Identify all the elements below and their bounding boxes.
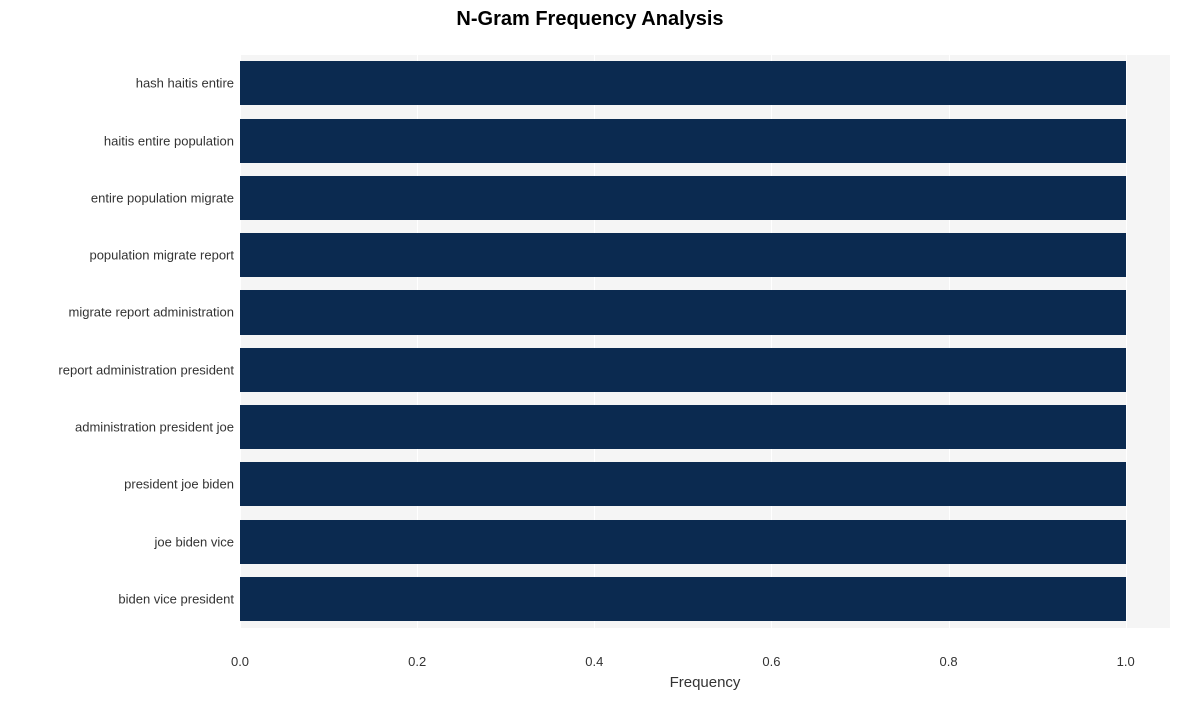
x-tick-label: 1.0 (1117, 654, 1135, 669)
x-tick-label: 0.8 (940, 654, 958, 669)
bar (240, 577, 1126, 621)
y-tick-label: haitis entire population (4, 133, 234, 148)
x-tick-label: 0.6 (762, 654, 780, 669)
y-tick-label: hash haitis entire (4, 76, 234, 91)
bar (240, 233, 1126, 277)
bar (240, 61, 1126, 105)
y-tick-label: population migrate report (4, 248, 234, 263)
bar (240, 405, 1126, 449)
x-tick-label: 0.4 (585, 654, 603, 669)
chart-title: N-Gram Frequency Analysis (0, 8, 1180, 31)
y-tick-label: entire population migrate (4, 190, 234, 205)
bar (240, 348, 1126, 392)
y-tick-label: administration president joe (4, 420, 234, 435)
bar (240, 462, 1126, 506)
x-grid-line (1126, 34, 1127, 648)
x-tick-label: 0.0 (231, 654, 249, 669)
bar (240, 290, 1126, 334)
y-tick-label: biden vice president (4, 591, 234, 606)
bar (240, 520, 1126, 564)
bar (240, 119, 1126, 163)
x-tick-label: 0.2 (408, 654, 426, 669)
y-tick-label: migrate report administration (4, 305, 234, 320)
y-tick-label: report administration president (4, 362, 234, 377)
y-tick-label: president joe biden (4, 477, 234, 492)
x-axis-label: Frequency (240, 674, 1170, 691)
plot-area (240, 34, 1170, 648)
ngram-bar-chart: N-Gram Frequency Analysis hash haitis en… (0, 0, 1180, 701)
bar (240, 176, 1126, 220)
y-tick-label: joe biden vice (4, 534, 234, 549)
